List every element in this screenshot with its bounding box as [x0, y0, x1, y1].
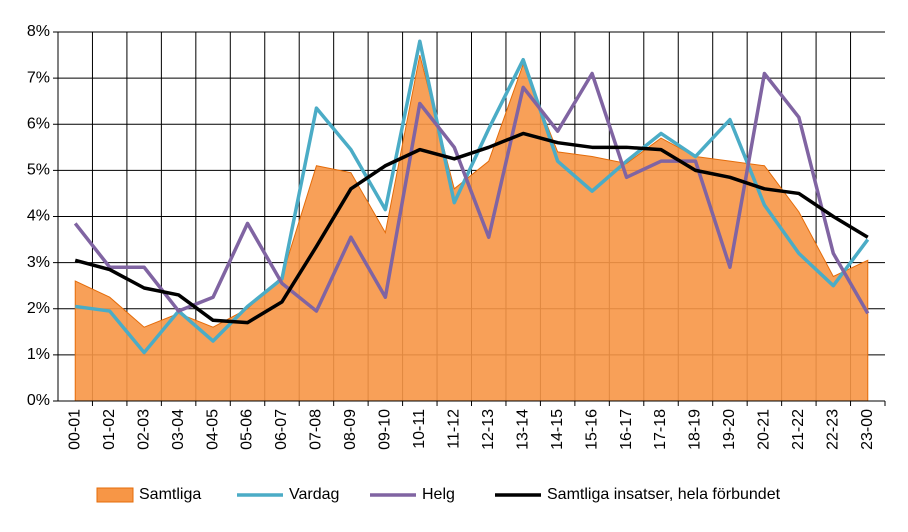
x-tick-label: 14-15: [549, 409, 566, 450]
x-tick-label: 08-09: [342, 409, 359, 450]
x-tick-label: 23-00: [859, 409, 876, 450]
x-tick-label: 20-21: [756, 409, 773, 450]
line: [74, 39, 870, 355]
x-tick-label: 22-23: [825, 409, 842, 450]
x-tick-label: 21-22: [790, 409, 807, 450]
x-tick-label: 07-08: [308, 409, 325, 450]
y-tick-label: 6%: [27, 115, 50, 132]
y-tick-label: 8%: [27, 23, 50, 40]
y-tick-label: 5%: [27, 162, 50, 179]
x-tick-label: 09-10: [377, 409, 394, 450]
line: [74, 131, 869, 325]
y-tick-label: 4%: [27, 208, 50, 225]
legend-label: Samtliga insatser, hela förbundet: [547, 486, 781, 503]
legend-label: Helg: [422, 486, 455, 503]
x-tick-label: 04-05: [204, 409, 221, 450]
y-tick-label: 2%: [27, 300, 50, 317]
x-tick-label: 19-20: [721, 409, 738, 450]
x-tick-label: 16-17: [618, 409, 635, 450]
x-tick-label: 05-06: [239, 409, 256, 450]
x-tick-label: 12-13: [480, 409, 497, 450]
y-tick-label: 7%: [27, 69, 50, 86]
x-tick-label: 11-12: [445, 409, 462, 449]
x-tick-label: 00-01: [66, 409, 83, 450]
x-tick-label: 06-07: [273, 409, 290, 450]
legend-label: Vardag: [289, 486, 339, 503]
x-tick-label: 18-19: [687, 409, 704, 450]
y-tick-label: 1%: [27, 346, 50, 363]
x-tick-label: 15-16: [583, 409, 600, 450]
y-tick-label: 3%: [27, 254, 50, 271]
x-tick-label: 01-02: [101, 409, 118, 450]
line: [73, 71, 870, 315]
legend-label: Samtliga: [139, 486, 201, 503]
legend-swatch: [96, 487, 134, 503]
x-tick-label: 03-04: [170, 409, 187, 450]
y-tick-label: 0%: [27, 392, 50, 409]
area: [74, 54, 869, 402]
x-tick-label: 10-11: [411, 409, 428, 449]
x-tick-label: 02-03: [135, 409, 152, 450]
x-tick-label: 17-18: [652, 409, 669, 450]
x-tick-label: 13-14: [514, 409, 531, 450]
